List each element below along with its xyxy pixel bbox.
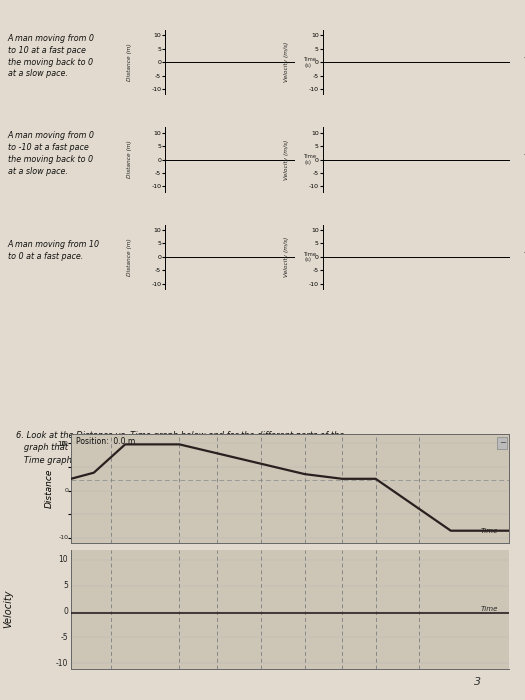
- Text: -10: -10: [56, 659, 68, 668]
- Text: A man moving from 10
to 0 at a fast pace.: A man moving from 10 to 0 at a fast pace…: [8, 240, 100, 261]
- Text: A man moving from 0
to -10 at a fast pace
the moving back to 0
at a slow pace.: A man moving from 0 to -10 at a fast pac…: [8, 131, 95, 176]
- Text: 0: 0: [64, 607, 68, 616]
- Text: Time
(s): Time (s): [304, 251, 318, 262]
- Y-axis label: Velocity (m/s): Velocity (m/s): [284, 139, 289, 180]
- Text: Time
(s): Time (s): [524, 251, 525, 262]
- Text: Time: Time: [481, 528, 498, 534]
- Y-axis label: Velocity (m/s): Velocity (m/s): [284, 237, 289, 277]
- Text: 3: 3: [474, 678, 481, 687]
- Text: 0: 0: [65, 488, 68, 493]
- Y-axis label: Distance (m): Distance (m): [127, 238, 132, 276]
- Text: Velocity: Velocity: [3, 589, 13, 629]
- Text: Time
(s): Time (s): [304, 154, 318, 165]
- Text: -10: -10: [58, 536, 68, 540]
- Text: 10: 10: [59, 555, 68, 564]
- Y-axis label: Velocity (m/s): Velocity (m/s): [284, 42, 289, 83]
- Text: Time
(s): Time (s): [524, 154, 525, 165]
- Text: Time: Time: [481, 606, 498, 612]
- Text: 10: 10: [60, 441, 68, 446]
- Text: Time
(s): Time (s): [304, 57, 318, 68]
- Y-axis label: Distance (m): Distance (m): [127, 141, 132, 178]
- Text: Time
(s): Time (s): [524, 57, 525, 68]
- Y-axis label: Distance (m): Distance (m): [127, 43, 132, 81]
- Text: 5: 5: [64, 581, 68, 590]
- Text: A man moving from 0
to 10 at a fast pace
the moving back to 0
at a slow pace.: A man moving from 0 to 10 at a fast pace…: [8, 34, 95, 78]
- Text: 6. Look at the Distance vs. Time graph below and for the different parts of the
: 6. Look at the Distance vs. Time graph b…: [16, 430, 356, 466]
- Y-axis label: Distance: Distance: [45, 468, 54, 508]
- Text: Position:  0.0 m: Position: 0.0 m: [76, 438, 135, 447]
- Text: -5: -5: [60, 633, 68, 642]
- Text: −: −: [499, 438, 506, 447]
